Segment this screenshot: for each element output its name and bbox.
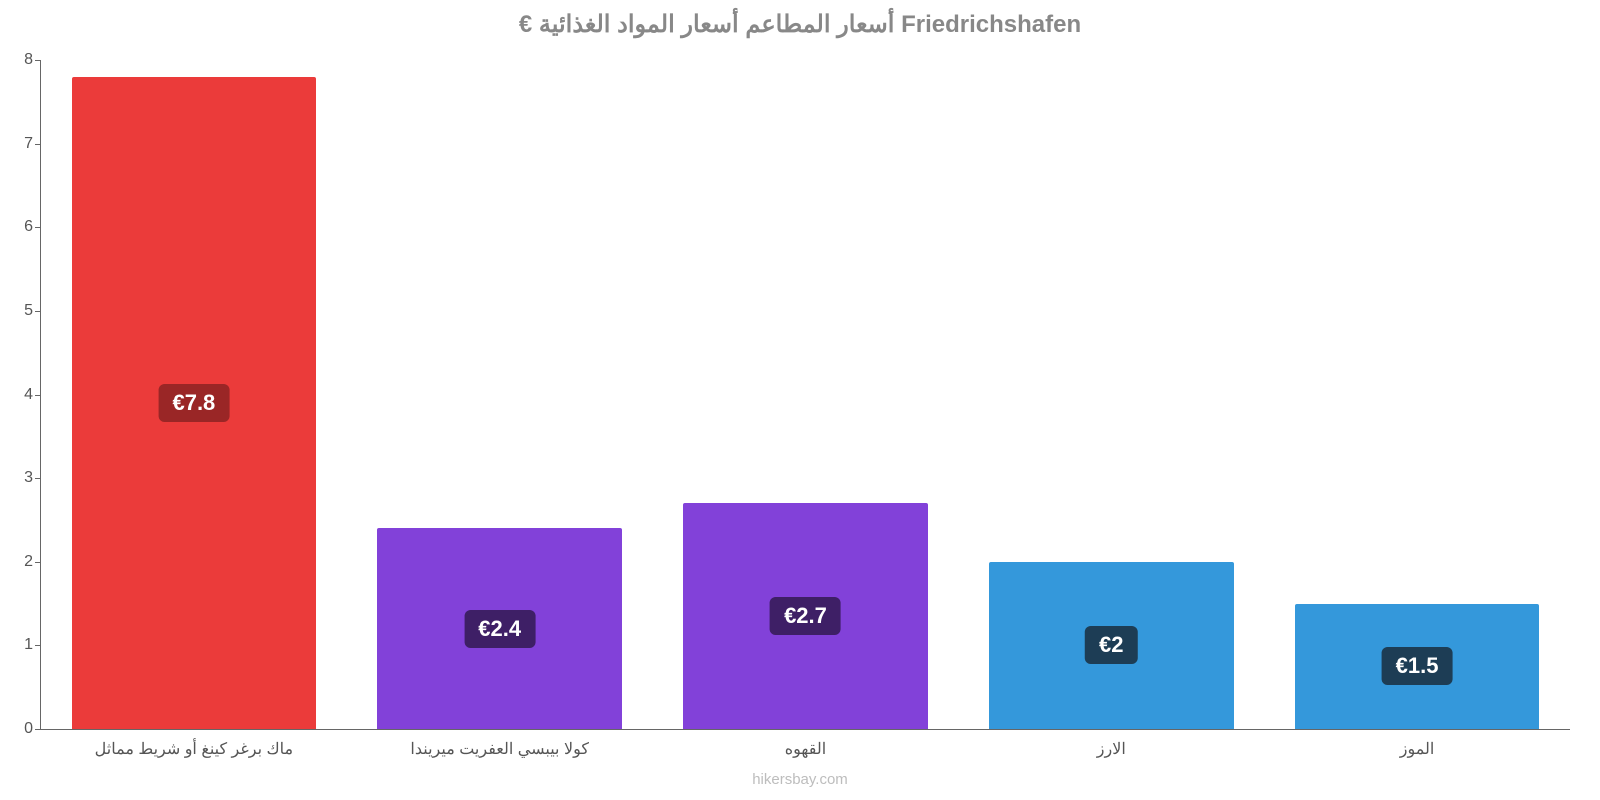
- bar: €2.4: [377, 528, 622, 729]
- y-tick-mark: [35, 227, 41, 228]
- x-axis-label: ماك برغر كينغ أو شريط مماثل: [95, 739, 293, 759]
- bar: €1.5: [1295, 604, 1540, 729]
- y-tick-label: 7: [7, 135, 33, 153]
- bar-slot: €1.5الموز: [1264, 60, 1570, 729]
- chart-title: € أسعار المطاعم أسعار المواد الغذائية Fr…: [0, 10, 1600, 39]
- y-tick-label: 1: [7, 636, 33, 654]
- bar-value-label: €1.5: [1382, 647, 1453, 685]
- bar-slot: €2.7القهوه: [653, 60, 959, 729]
- bar-value-label: €7.8: [158, 384, 229, 422]
- y-tick-label: 4: [7, 386, 33, 404]
- bar-value-label: €2.4: [464, 610, 535, 648]
- x-axis-label: كولا بيبسي العفريت ميريندا: [410, 739, 589, 759]
- x-axis-label: القهوه: [785, 739, 826, 759]
- bar-slot: €7.8ماك برغر كينغ أو شريط مماثل: [41, 60, 347, 729]
- y-tick-mark: [35, 478, 41, 479]
- x-axis-label: الموز: [1400, 739, 1435, 759]
- y-tick-label: 0: [7, 720, 33, 738]
- plot-area: €7.8ماك برغر كينغ أو شريط مماثل€2.4كولا …: [40, 60, 1570, 730]
- y-tick-label: 2: [7, 553, 33, 571]
- bar-chart: € أسعار المطاعم أسعار المواد الغذائية Fr…: [0, 0, 1600, 800]
- y-tick-mark: [35, 645, 41, 646]
- bar-slot: €2.4كولا بيبسي العفريت ميريندا: [347, 60, 653, 729]
- bars-container: €7.8ماك برغر كينغ أو شريط مماثل€2.4كولا …: [41, 60, 1570, 729]
- y-tick-mark: [35, 562, 41, 563]
- x-axis-label: الارز: [1097, 739, 1126, 759]
- y-tick-mark: [35, 395, 41, 396]
- bar-slot: €2الارز: [958, 60, 1264, 729]
- watermark: hikersbay.com: [0, 771, 1600, 788]
- y-tick-label: 3: [7, 469, 33, 487]
- y-tick-label: 8: [7, 51, 33, 69]
- bar-value-label: €2: [1085, 626, 1137, 664]
- y-tick-label: 6: [7, 218, 33, 236]
- y-tick-mark: [35, 60, 41, 61]
- bar: €7.8: [72, 77, 317, 729]
- y-tick-mark: [35, 729, 41, 730]
- bar: €2: [989, 562, 1234, 729]
- bar: €2.7: [683, 503, 928, 729]
- y-tick-label: 5: [7, 302, 33, 320]
- y-tick-mark: [35, 144, 41, 145]
- y-tick-mark: [35, 311, 41, 312]
- bar-value-label: €2.7: [770, 597, 841, 635]
